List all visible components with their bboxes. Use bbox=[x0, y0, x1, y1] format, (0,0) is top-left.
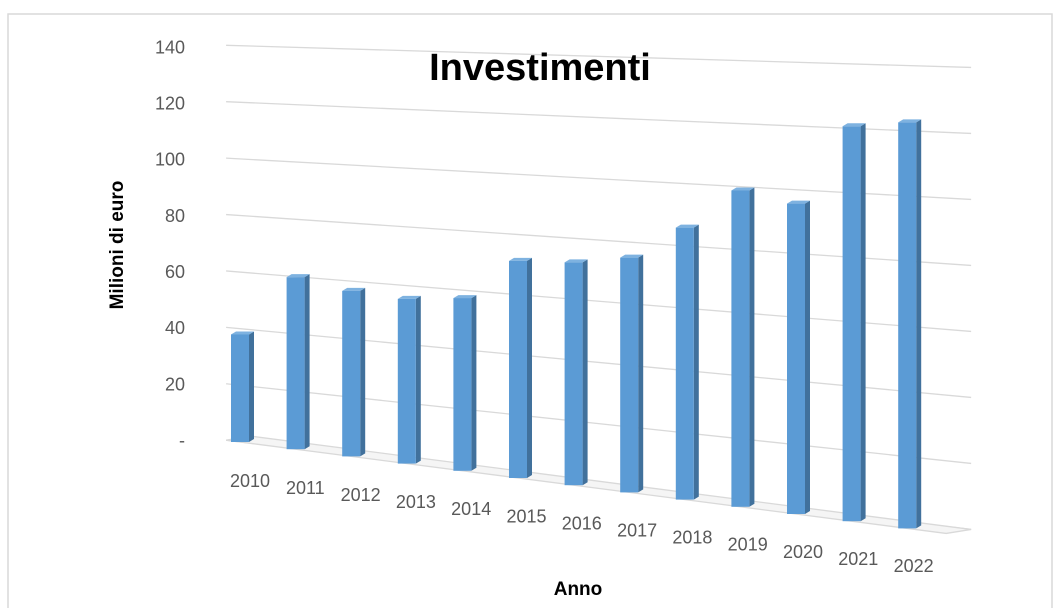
bar bbox=[231, 331, 254, 442]
bar-front bbox=[842, 126, 861, 522]
bar-front bbox=[564, 262, 583, 486]
bar-front bbox=[787, 203, 805, 514]
bar-side bbox=[527, 257, 532, 478]
bar-side bbox=[582, 259, 588, 486]
y-tick-label: 20 bbox=[165, 374, 185, 394]
bar bbox=[397, 295, 421, 464]
bar-side bbox=[415, 295, 421, 464]
y-tick-label: 40 bbox=[165, 318, 185, 338]
y-tick-label: - bbox=[179, 430, 185, 450]
bar bbox=[787, 200, 810, 514]
bar-front bbox=[231, 334, 249, 442]
bar bbox=[286, 274, 310, 450]
bar-front bbox=[675, 227, 694, 500]
bar-side bbox=[249, 331, 254, 442]
x-tick-label: 2022 bbox=[894, 556, 934, 576]
y-tick-label: 140 bbox=[155, 37, 185, 57]
bar bbox=[898, 119, 922, 529]
bar-front bbox=[286, 277, 305, 450]
y-tick-label: 80 bbox=[165, 206, 185, 226]
bar-side bbox=[749, 187, 755, 507]
bar-top bbox=[509, 257, 532, 261]
x-tick-label: 2014 bbox=[451, 499, 491, 519]
bar-top bbox=[620, 254, 644, 258]
bar-side bbox=[860, 123, 866, 522]
bar-top bbox=[675, 224, 699, 228]
bar bbox=[731, 187, 755, 507]
bar-top bbox=[564, 259, 588, 263]
bar bbox=[453, 295, 477, 471]
grid-line bbox=[226, 44, 972, 69]
bar-top bbox=[787, 200, 810, 204]
y-axis-title: Milioni di euro bbox=[107, 181, 128, 310]
bar bbox=[509, 257, 532, 478]
bar-side bbox=[638, 254, 644, 493]
x-tick-label: 2016 bbox=[562, 513, 602, 533]
bar-top bbox=[342, 287, 366, 291]
bar-front bbox=[509, 260, 527, 478]
bar-front bbox=[342, 290, 361, 457]
bars: 2010 2011 2012 2013 2014 2015 2016 2017 2018 2019… bbox=[230, 119, 934, 576]
bar-side bbox=[916, 119, 922, 529]
x-tick-label: 2017 bbox=[617, 520, 657, 540]
x-axis-title: Anno bbox=[554, 579, 603, 600]
chart-title: Investimenti bbox=[429, 47, 651, 89]
bar bbox=[675, 224, 699, 500]
x-tick-label: 2019 bbox=[728, 535, 768, 555]
bar bbox=[342, 287, 366, 457]
x-tick-label: 2018 bbox=[672, 528, 712, 548]
x-tick-label: 2013 bbox=[396, 492, 436, 512]
bar-top bbox=[453, 295, 477, 299]
x-tick-label: 2011 bbox=[286, 478, 325, 498]
x-tick-label: 2021 bbox=[838, 549, 878, 569]
bar-top bbox=[286, 274, 310, 278]
bar-top bbox=[842, 123, 866, 127]
y-tick-label: 120 bbox=[155, 93, 185, 113]
bar-side bbox=[360, 287, 366, 457]
bar-side bbox=[471, 295, 477, 471]
x-tick-label: 2010 bbox=[230, 471, 270, 491]
bar-front bbox=[453, 298, 472, 471]
y-tick-label: 100 bbox=[155, 150, 185, 170]
bar-side bbox=[304, 274, 310, 450]
bar bbox=[842, 123, 866, 522]
x-tick-label: 2012 bbox=[341, 485, 381, 505]
bar-side bbox=[805, 200, 810, 514]
bar-front bbox=[898, 122, 917, 529]
bar bbox=[620, 254, 644, 493]
bar-side bbox=[693, 224, 699, 500]
x-tick-label: 2020 bbox=[783, 542, 823, 562]
bar bbox=[564, 259, 588, 486]
bar-top bbox=[731, 187, 755, 191]
y-tick-label: 60 bbox=[165, 262, 185, 282]
bar-top bbox=[231, 331, 254, 335]
bar-front bbox=[731, 190, 750, 507]
bar-top bbox=[898, 119, 922, 123]
bar-front bbox=[620, 257, 639, 493]
bar-top bbox=[397, 295, 421, 299]
bar-front bbox=[397, 298, 416, 464]
x-tick-label: 2015 bbox=[506, 506, 546, 526]
